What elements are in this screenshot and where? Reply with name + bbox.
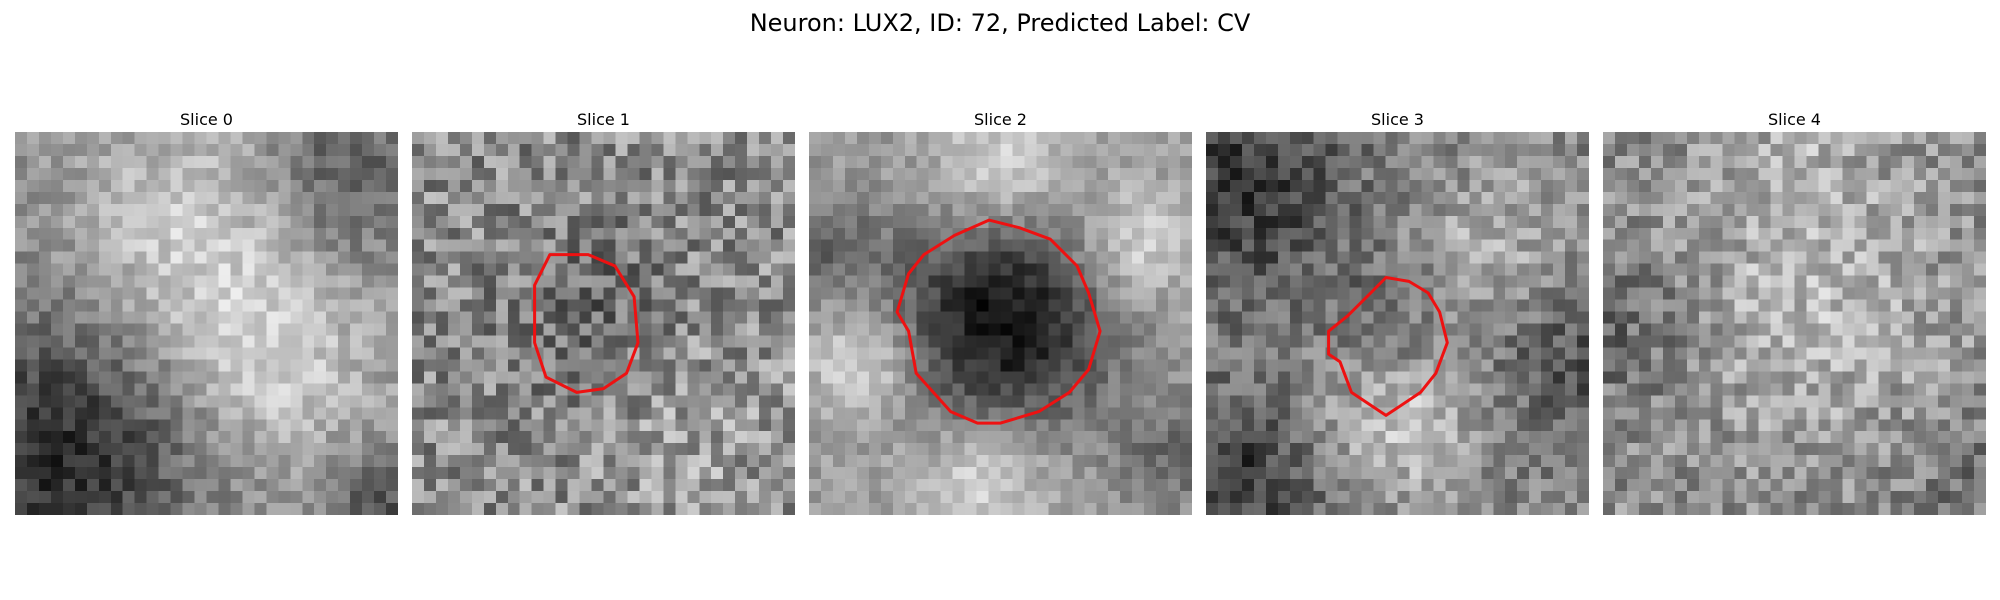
- slice-image-2: [809, 132, 1192, 515]
- slice-title-0: Slice 0: [180, 110, 233, 129]
- slice-panel-1: Slice 1: [412, 108, 795, 515]
- slice-title-1: Slice 1: [577, 110, 630, 129]
- slice-title-3: Slice 3: [1371, 110, 1424, 129]
- slice-panel-0: Slice 0: [15, 108, 398, 515]
- slice-panel-2: Slice 2: [809, 108, 1192, 515]
- slice-panel-4: Slice 4: [1603, 108, 1986, 515]
- slice-title-4: Slice 4: [1768, 110, 1821, 129]
- figure-title: Neuron: LUX2, ID: 72, Predicted Label: C…: [749, 9, 1251, 37]
- roi-contour-3: [1327, 276, 1449, 417]
- slice-image-0: [15, 132, 398, 515]
- slice-panel-3: Slice 3: [1206, 108, 1589, 515]
- slice-title-2: Slice 2: [974, 110, 1027, 129]
- slice-image-4: [1603, 132, 1986, 515]
- roi-contour-1: [533, 253, 640, 394]
- roi-contour-2: [895, 218, 1102, 425]
- slice-image-3: [1206, 132, 1589, 515]
- slice-image-1: [412, 132, 795, 515]
